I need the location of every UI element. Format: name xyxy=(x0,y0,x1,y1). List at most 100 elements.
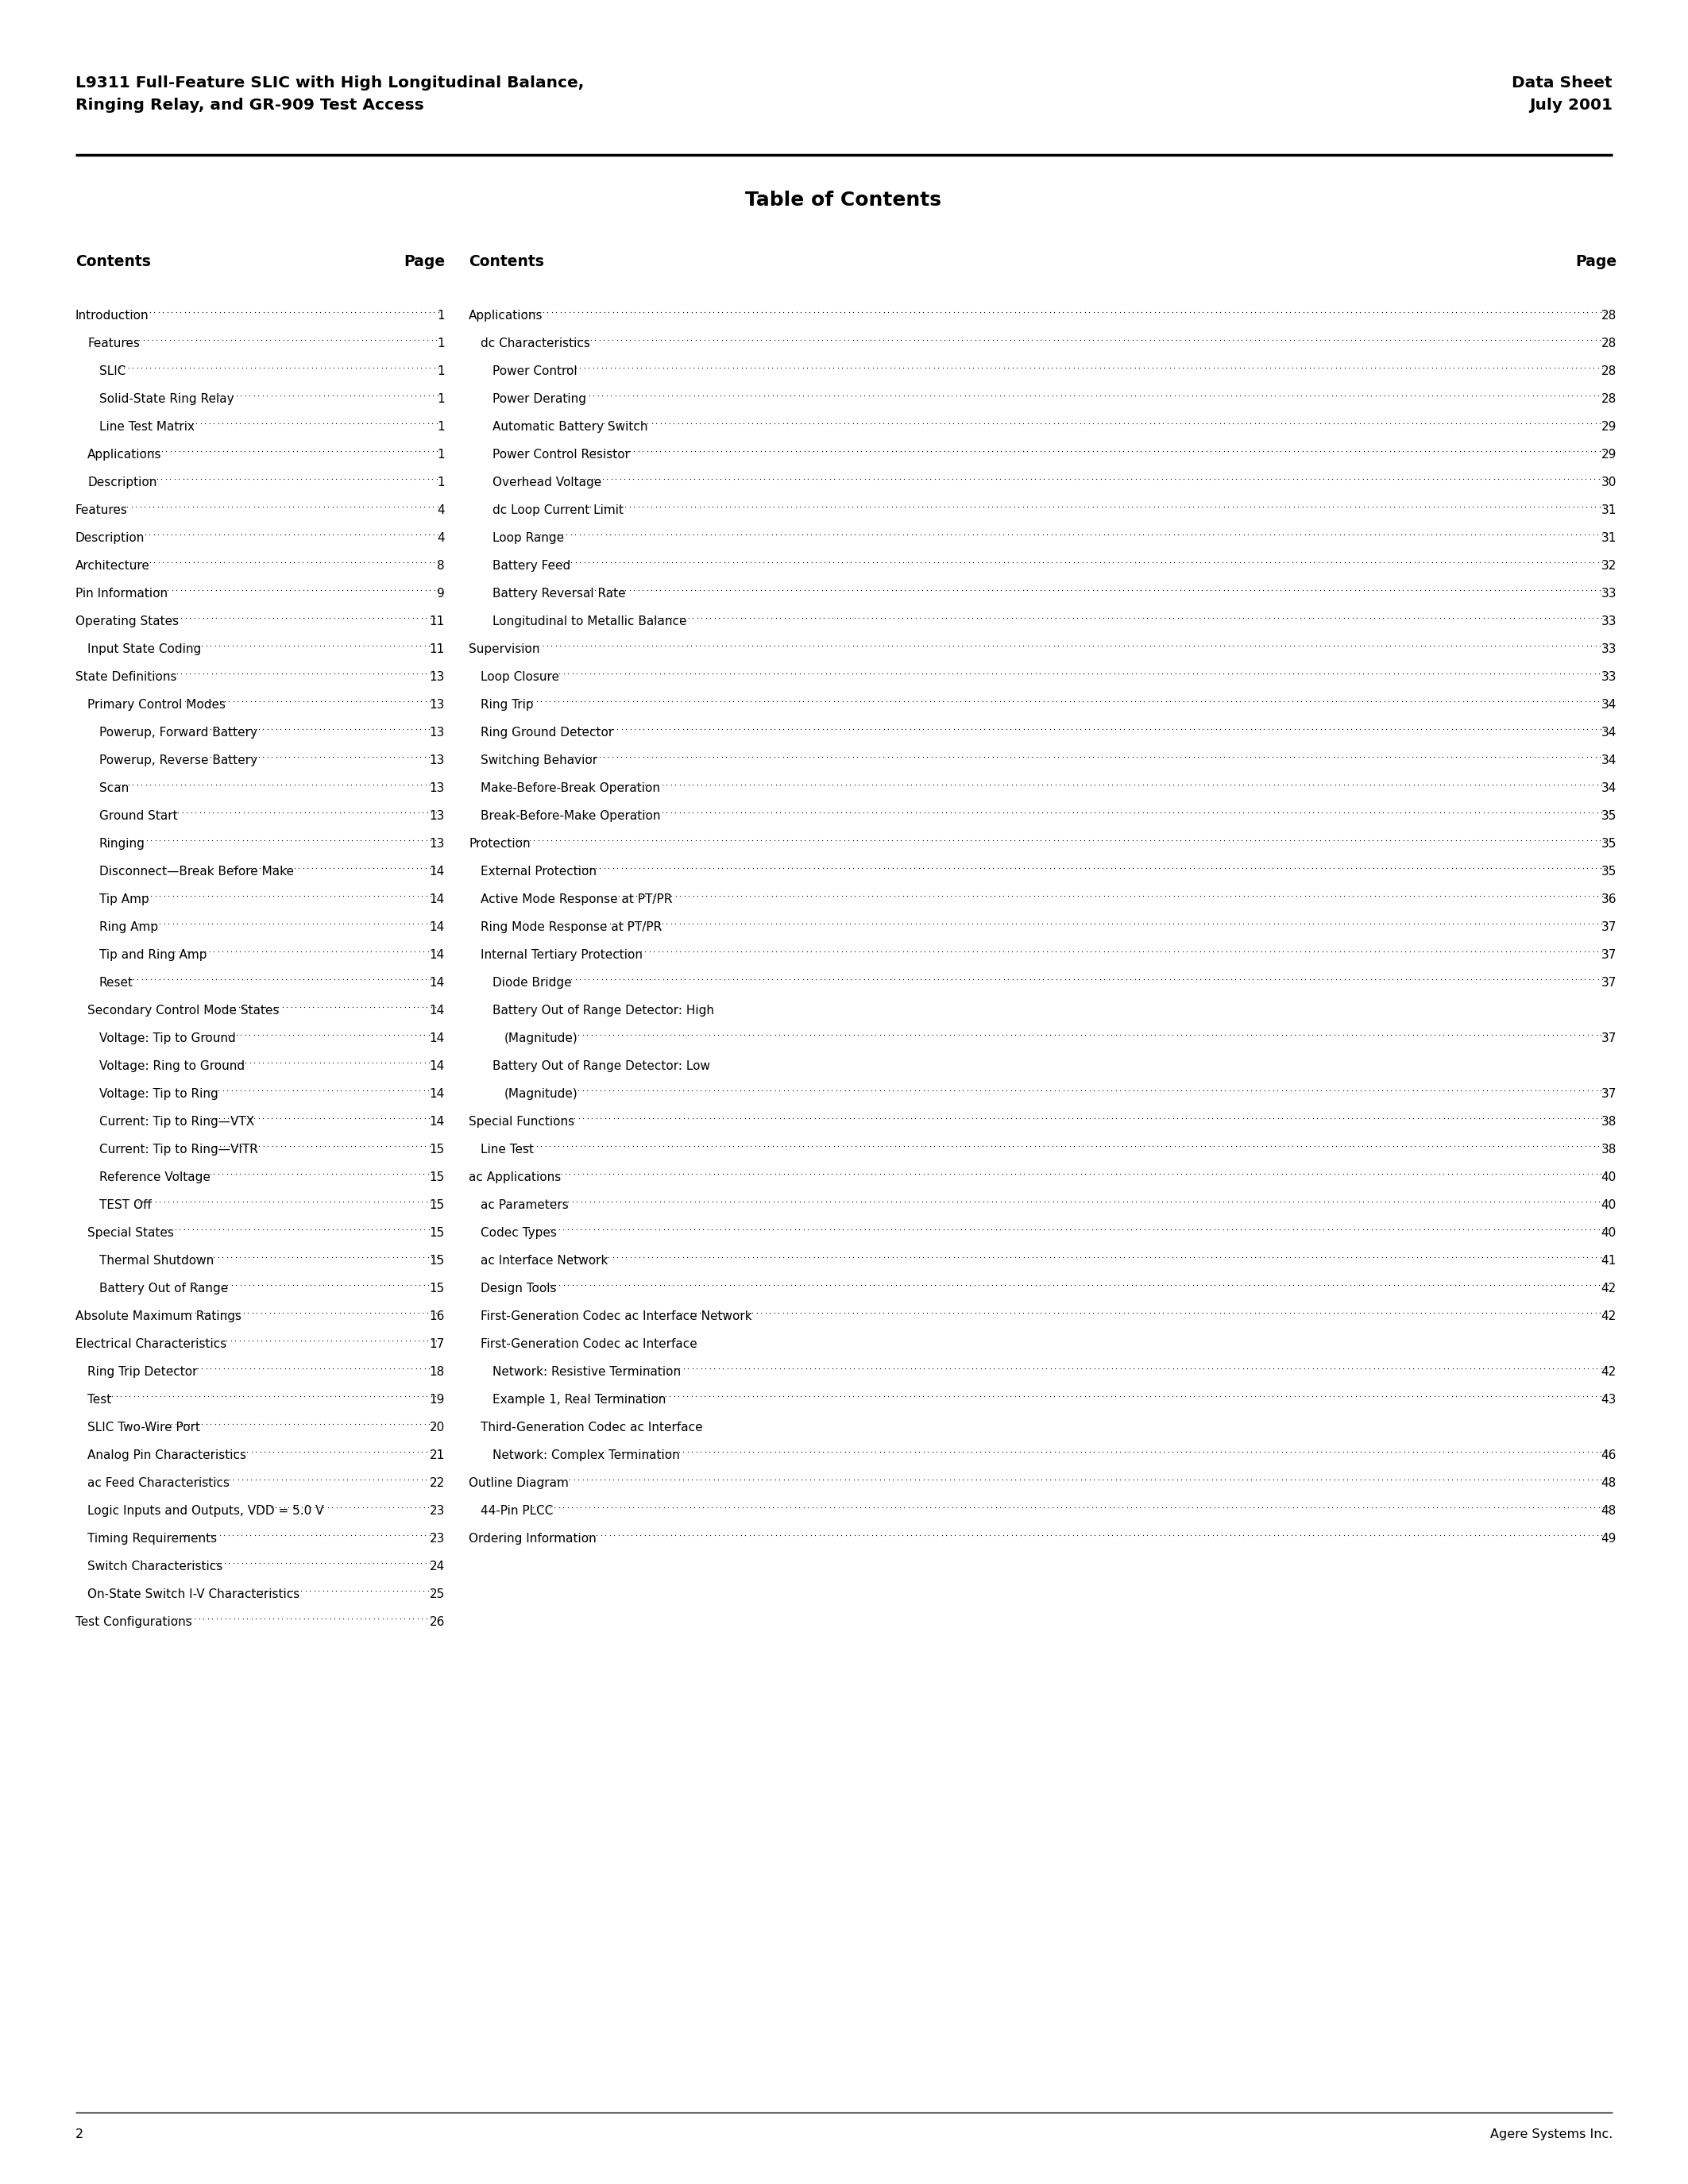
Text: 15: 15 xyxy=(429,1171,446,1184)
Text: 29: 29 xyxy=(1602,422,1617,432)
Text: 42: 42 xyxy=(1602,1310,1617,1321)
Text: 37: 37 xyxy=(1602,950,1617,961)
Text: 15: 15 xyxy=(429,1144,446,1155)
Text: Special Functions: Special Functions xyxy=(469,1116,574,1127)
Text: 37: 37 xyxy=(1602,1088,1617,1101)
Text: 37: 37 xyxy=(1602,976,1617,989)
Text: 11: 11 xyxy=(429,616,446,627)
Text: Contents: Contents xyxy=(76,253,150,269)
Text: Ringing Relay, and GR-909 Test Access: Ringing Relay, and GR-909 Test Access xyxy=(76,98,424,114)
Text: Electrical Characteristics: Electrical Characteristics xyxy=(76,1339,226,1350)
Text: 23: 23 xyxy=(429,1533,446,1544)
Text: (Magnitude): (Magnitude) xyxy=(505,1088,577,1101)
Text: Input State Coding: Input State Coding xyxy=(88,644,201,655)
Text: 19: 19 xyxy=(429,1393,446,1406)
Text: Features: Features xyxy=(88,339,140,349)
Text: 35: 35 xyxy=(1602,839,1617,850)
Text: 1: 1 xyxy=(437,310,446,321)
Text: 13: 13 xyxy=(429,670,446,684)
Text: 1: 1 xyxy=(437,393,446,404)
Text: 42: 42 xyxy=(1602,1282,1617,1295)
Text: 40: 40 xyxy=(1602,1171,1617,1184)
Text: 34: 34 xyxy=(1602,753,1617,767)
Text: Reset: Reset xyxy=(100,976,133,989)
Text: 14: 14 xyxy=(429,976,446,989)
Text: Ring Mode Response at PT/PR: Ring Mode Response at PT/PR xyxy=(481,922,662,933)
Text: 15: 15 xyxy=(429,1256,446,1267)
Text: Page: Page xyxy=(1575,253,1617,269)
Text: Active Mode Response at PT/PR: Active Mode Response at PT/PR xyxy=(481,893,672,906)
Text: 1: 1 xyxy=(437,365,446,378)
Text: Third-Generation Codec ac Interface: Third-Generation Codec ac Interface xyxy=(481,1422,702,1433)
Text: Overhead Voltage: Overhead Voltage xyxy=(493,476,601,489)
Text: 4: 4 xyxy=(437,533,446,544)
Text: Tip and Ring Amp: Tip and Ring Amp xyxy=(100,950,208,961)
Text: 13: 13 xyxy=(429,699,446,710)
Text: Ground Start: Ground Start xyxy=(100,810,177,821)
Text: First-Generation Codec ac Interface Network: First-Generation Codec ac Interface Netw… xyxy=(481,1310,751,1321)
Text: 32: 32 xyxy=(1602,559,1617,572)
Text: Battery Out of Range Detector: Low: Battery Out of Range Detector: Low xyxy=(493,1059,711,1072)
Text: Description: Description xyxy=(76,533,145,544)
Text: 15: 15 xyxy=(429,1227,446,1238)
Text: 13: 13 xyxy=(429,810,446,821)
Text: Secondary Control Mode States: Secondary Control Mode States xyxy=(88,1005,279,1016)
Text: 14: 14 xyxy=(429,950,446,961)
Text: Thermal Shutdown: Thermal Shutdown xyxy=(100,1256,214,1267)
Text: 44-Pin PLCC: 44-Pin PLCC xyxy=(481,1505,554,1518)
Text: Data Sheet: Data Sheet xyxy=(1512,76,1612,90)
Text: On-State Switch I-V Characteristics: On-State Switch I-V Characteristics xyxy=(88,1588,300,1601)
Text: 14: 14 xyxy=(429,1033,446,1044)
Text: Protection: Protection xyxy=(469,839,530,850)
Text: Diode Bridge: Diode Bridge xyxy=(493,976,572,989)
Text: Power Derating: Power Derating xyxy=(493,393,586,404)
Text: 22: 22 xyxy=(429,1476,446,1489)
Text: 31: 31 xyxy=(1602,533,1617,544)
Text: Ordering Information: Ordering Information xyxy=(469,1533,596,1544)
Text: First-Generation Codec ac Interface: First-Generation Codec ac Interface xyxy=(481,1339,697,1350)
Text: Scan: Scan xyxy=(100,782,128,795)
Text: 34: 34 xyxy=(1602,782,1617,795)
Text: Network: Resistive Termination: Network: Resistive Termination xyxy=(493,1365,680,1378)
Text: 28: 28 xyxy=(1602,310,1617,321)
Text: External Protection: External Protection xyxy=(481,865,596,878)
Text: Logic Inputs and Outputs, VDD = 5.0 V: Logic Inputs and Outputs, VDD = 5.0 V xyxy=(88,1505,324,1518)
Text: Power Control Resistor: Power Control Resistor xyxy=(493,448,630,461)
Text: 14: 14 xyxy=(429,1088,446,1101)
Text: Make-Before-Break Operation: Make-Before-Break Operation xyxy=(481,782,660,795)
Text: Voltage: Ring to Ground: Voltage: Ring to Ground xyxy=(100,1059,245,1072)
Text: 35: 35 xyxy=(1602,810,1617,821)
Text: Automatic Battery Switch: Automatic Battery Switch xyxy=(493,422,648,432)
Text: Solid-State Ring Relay: Solid-State Ring Relay xyxy=(100,393,235,404)
Text: Ring Amp: Ring Amp xyxy=(100,922,159,933)
Text: (Magnitude): (Magnitude) xyxy=(505,1033,577,1044)
Text: Ring Trip Detector: Ring Trip Detector xyxy=(88,1365,197,1378)
Text: 28: 28 xyxy=(1602,339,1617,349)
Text: 14: 14 xyxy=(429,1116,446,1127)
Text: Power Control: Power Control xyxy=(493,365,577,378)
Text: Architecture: Architecture xyxy=(76,559,150,572)
Text: 14: 14 xyxy=(429,1059,446,1072)
Text: 42: 42 xyxy=(1602,1365,1617,1378)
Text: 14: 14 xyxy=(429,893,446,906)
Text: 16: 16 xyxy=(429,1310,446,1321)
Text: Analog Pin Characteristics: Analog Pin Characteristics xyxy=(88,1450,246,1461)
Text: 13: 13 xyxy=(429,782,446,795)
Text: Voltage: Tip to Ground: Voltage: Tip to Ground xyxy=(100,1033,236,1044)
Text: Pin Information: Pin Information xyxy=(76,587,167,601)
Text: Switching Behavior: Switching Behavior xyxy=(481,753,598,767)
Text: 38: 38 xyxy=(1602,1116,1617,1127)
Text: ac Applications: ac Applications xyxy=(469,1171,560,1184)
Text: 46: 46 xyxy=(1602,1450,1617,1461)
Text: 15: 15 xyxy=(429,1199,446,1212)
Text: 8: 8 xyxy=(437,559,446,572)
Text: Contents: Contents xyxy=(469,253,544,269)
Text: ac Interface Network: ac Interface Network xyxy=(481,1256,608,1267)
Text: Battery Out of Range Detector: High: Battery Out of Range Detector: High xyxy=(493,1005,714,1016)
Text: Current: Tip to Ring—VITR: Current: Tip to Ring—VITR xyxy=(100,1144,258,1155)
Text: Primary Control Modes: Primary Control Modes xyxy=(88,699,226,710)
Text: 13: 13 xyxy=(429,727,446,738)
Text: 31: 31 xyxy=(1602,505,1617,515)
Text: Loop Range: Loop Range xyxy=(493,533,564,544)
Text: Ring Trip: Ring Trip xyxy=(481,699,533,710)
